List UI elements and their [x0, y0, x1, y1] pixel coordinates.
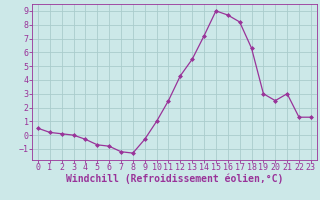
X-axis label: Windchill (Refroidissement éolien,°C): Windchill (Refroidissement éolien,°C) — [66, 174, 283, 184]
